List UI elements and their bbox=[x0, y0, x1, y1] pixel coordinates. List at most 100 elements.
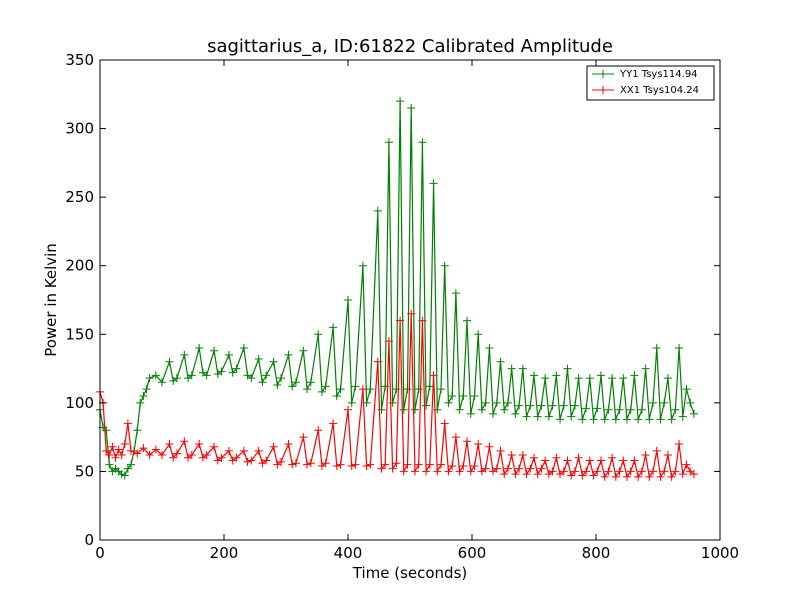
data-point bbox=[563, 456, 572, 465]
data-point bbox=[347, 461, 356, 470]
data-point bbox=[306, 459, 315, 468]
y-tick-label: 100 bbox=[65, 394, 94, 412]
data-point bbox=[142, 385, 151, 394]
data-point bbox=[358, 261, 367, 270]
data-point bbox=[559, 467, 568, 476]
data-point bbox=[120, 440, 129, 448]
data-point bbox=[169, 453, 178, 462]
data-point bbox=[429, 179, 438, 188]
data-point bbox=[288, 382, 297, 391]
plot-marks bbox=[96, 97, 698, 481]
data-point bbox=[623, 472, 631, 481]
data-point bbox=[463, 437, 472, 446]
data-point bbox=[288, 460, 297, 469]
data-point bbox=[451, 433, 460, 442]
data-point bbox=[217, 367, 226, 376]
data-point bbox=[578, 471, 587, 480]
data-point bbox=[172, 449, 181, 458]
data-point bbox=[210, 346, 219, 355]
x-tick-label: 400 bbox=[334, 544, 363, 562]
data-point bbox=[224, 446, 233, 455]
data-point bbox=[418, 316, 427, 325]
data-point bbox=[258, 378, 267, 387]
data-point bbox=[377, 464, 386, 473]
data-point bbox=[410, 405, 419, 414]
data-point bbox=[254, 446, 263, 455]
data-point bbox=[329, 323, 338, 332]
y-tick-label: 250 bbox=[65, 188, 94, 206]
data-point bbox=[474, 440, 483, 448]
data-point bbox=[466, 409, 475, 418]
data-point bbox=[578, 415, 587, 424]
data-point bbox=[489, 409, 498, 418]
data-point bbox=[548, 467, 557, 476]
data-point bbox=[303, 385, 312, 394]
data-point bbox=[641, 364, 650, 373]
y-axis: 0 50 100 150 200 250 300 350 bbox=[65, 51, 720, 549]
data-point bbox=[656, 415, 665, 424]
data-point bbox=[262, 371, 271, 380]
data-point bbox=[589, 471, 598, 480]
data-point bbox=[277, 457, 286, 466]
data-point bbox=[228, 368, 237, 377]
data-point bbox=[481, 464, 490, 473]
data-point bbox=[202, 450, 211, 459]
data-point bbox=[127, 446, 135, 455]
data-point bbox=[139, 392, 148, 400]
y-tick-label: 300 bbox=[65, 120, 94, 138]
data-point bbox=[686, 398, 695, 407]
data-point bbox=[689, 409, 698, 418]
data-point bbox=[332, 461, 341, 470]
data-point bbox=[660, 398, 669, 407]
data-point bbox=[582, 404, 591, 413]
data-point bbox=[507, 364, 516, 373]
data-point bbox=[503, 464, 512, 473]
data-point bbox=[582, 467, 591, 476]
data-point bbox=[291, 378, 300, 387]
data-point bbox=[656, 472, 665, 481]
data-point bbox=[448, 392, 457, 400]
data-point bbox=[299, 433, 308, 442]
data-point bbox=[533, 412, 542, 421]
data-point bbox=[455, 405, 464, 414]
data-point bbox=[429, 371, 438, 380]
data-point bbox=[133, 426, 142, 435]
data-point bbox=[689, 470, 698, 479]
data-point bbox=[111, 453, 120, 462]
data-point bbox=[515, 464, 524, 473]
legend-marker-xx1 bbox=[599, 86, 607, 94]
data-point bbox=[526, 464, 535, 473]
data-point bbox=[105, 450, 114, 459]
data-point bbox=[414, 460, 423, 469]
data-point bbox=[239, 344, 248, 352]
data-point bbox=[634, 472, 643, 481]
data-point bbox=[500, 405, 509, 414]
data-point bbox=[158, 378, 166, 387]
data-point bbox=[474, 330, 483, 339]
data-point bbox=[373, 206, 382, 215]
data-point bbox=[559, 401, 568, 410]
data-point bbox=[652, 446, 661, 455]
data-point bbox=[403, 460, 412, 469]
data-point bbox=[366, 385, 375, 394]
data-point bbox=[507, 450, 516, 459]
y-tick-label: 150 bbox=[65, 325, 94, 343]
data-point bbox=[604, 405, 613, 414]
data-point bbox=[626, 467, 635, 476]
data-point bbox=[459, 392, 468, 400]
data-point bbox=[608, 374, 617, 383]
data-point bbox=[145, 374, 154, 383]
data-point bbox=[615, 467, 624, 476]
data-point bbox=[552, 371, 561, 380]
data-point bbox=[637, 467, 646, 476]
data-point bbox=[123, 419, 132, 428]
data-point bbox=[366, 460, 375, 469]
data-point bbox=[574, 374, 583, 383]
data-point bbox=[500, 470, 509, 479]
x-tick-label: 200 bbox=[210, 544, 239, 562]
data-point bbox=[530, 453, 538, 462]
data-point bbox=[232, 364, 241, 373]
data-point bbox=[145, 450, 154, 459]
data-point bbox=[663, 374, 672, 383]
data-point bbox=[392, 385, 401, 394]
